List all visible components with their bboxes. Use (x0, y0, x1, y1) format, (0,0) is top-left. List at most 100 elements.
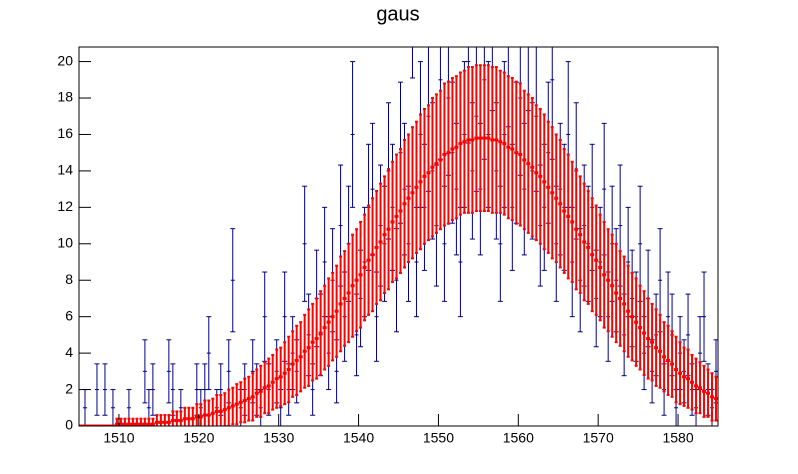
point (306, 346, 311, 350)
point (714, 397, 718, 401)
point (330, 315, 335, 319)
point (630, 315, 635, 319)
point (342, 296, 347, 300)
point (130, 422, 135, 426)
point (402, 202, 407, 206)
error-bar (110, 389, 116, 426)
point (538, 174, 543, 178)
point (574, 227, 579, 231)
point (450, 147, 455, 151)
point (166, 420, 171, 424)
point (690, 380, 695, 384)
point (134, 422, 139, 426)
x-tick-label: 1580 (662, 430, 693, 446)
point (686, 377, 691, 381)
point (354, 278, 359, 282)
point (214, 409, 219, 413)
point (174, 419, 179, 423)
point (170, 419, 175, 423)
error-bar (206, 316, 212, 391)
point (614, 291, 619, 295)
point (622, 302, 627, 306)
point (314, 337, 319, 341)
y-tick-label: 20 (57, 52, 73, 68)
point (710, 395, 715, 399)
point (98, 424, 103, 426)
point (350, 284, 355, 288)
point (390, 220, 395, 224)
point (190, 417, 195, 421)
point (222, 408, 227, 412)
point (82, 424, 87, 426)
point (334, 309, 339, 313)
point (494, 138, 499, 142)
point (406, 196, 411, 200)
point (158, 420, 163, 424)
point (226, 406, 231, 410)
point (662, 355, 667, 359)
point (698, 386, 703, 390)
point (466, 138, 471, 142)
point (206, 413, 211, 417)
error-bar (166, 339, 172, 404)
point (486, 136, 491, 140)
point (654, 346, 659, 350)
x-tick-label: 1530 (263, 430, 294, 446)
point (674, 368, 679, 372)
point (322, 326, 327, 330)
point (146, 422, 151, 426)
point (154, 420, 159, 424)
point (358, 273, 363, 277)
point (578, 233, 583, 237)
point (594, 258, 599, 262)
point (438, 158, 443, 162)
point (202, 413, 207, 417)
point (194, 415, 199, 419)
error-bar (102, 363, 108, 416)
point (558, 202, 563, 206)
frame (78, 46, 719, 427)
point (258, 389, 263, 393)
point (290, 362, 295, 366)
point (366, 258, 371, 262)
y-tick-label: 12 (57, 198, 73, 214)
plot-area (79, 47, 718, 426)
point (642, 331, 647, 335)
point (114, 422, 119, 426)
point (162, 420, 167, 424)
point (534, 171, 539, 175)
y-tick-label: 0 (65, 417, 73, 433)
point (454, 145, 459, 149)
point (126, 422, 131, 426)
point (598, 265, 603, 269)
point (582, 240, 587, 244)
point (550, 191, 555, 195)
point (478, 136, 483, 140)
point (90, 424, 95, 426)
point (638, 326, 643, 330)
point (610, 284, 615, 288)
error-bar (701, 271, 707, 362)
error-bar (350, 61, 356, 208)
error-bar (94, 363, 100, 416)
point (378, 240, 383, 244)
point (418, 180, 423, 184)
point (482, 136, 487, 140)
point (518, 153, 523, 157)
point (110, 424, 115, 426)
point (362, 265, 367, 269)
y-tick-label: 14 (57, 162, 73, 178)
point (542, 180, 547, 184)
point (370, 253, 375, 257)
point (446, 151, 451, 155)
y-tick-label: 18 (57, 89, 73, 105)
point (626, 309, 631, 313)
point (118, 422, 123, 426)
point (670, 362, 675, 366)
point (590, 253, 595, 257)
point (682, 375, 687, 379)
point (250, 395, 255, 399)
y-tick-label: 4 (65, 344, 73, 360)
point (294, 358, 299, 362)
